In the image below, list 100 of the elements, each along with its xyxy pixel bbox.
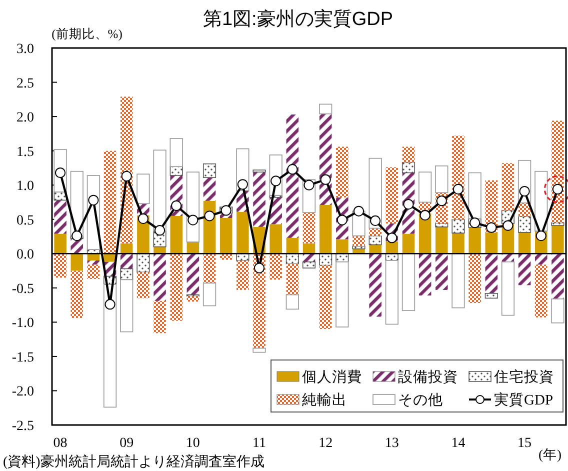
y-tick-label: 3.0 xyxy=(16,42,34,57)
point xyxy=(237,179,248,190)
bar xyxy=(418,172,432,203)
y-tick-label: 1.0 xyxy=(16,179,34,194)
bar xyxy=(286,264,299,295)
point xyxy=(88,194,99,206)
bar xyxy=(368,158,382,229)
point xyxy=(204,210,215,222)
bar xyxy=(137,272,150,298)
bar xyxy=(202,282,216,306)
bar xyxy=(120,254,133,269)
bar xyxy=(70,254,84,271)
point xyxy=(420,210,430,221)
bar xyxy=(170,166,183,176)
bar xyxy=(319,204,332,254)
bar xyxy=(518,254,531,286)
x-tick-label: 11 xyxy=(252,436,266,451)
point xyxy=(121,170,132,182)
bar xyxy=(54,234,66,254)
y-tick-label: -2.0 xyxy=(12,384,34,400)
bar xyxy=(336,239,348,254)
point xyxy=(502,220,514,231)
bar xyxy=(552,226,564,254)
bar xyxy=(551,298,564,324)
bar xyxy=(270,254,282,280)
bar xyxy=(186,254,200,295)
point xyxy=(138,213,148,224)
bar xyxy=(120,243,133,254)
bar xyxy=(302,212,316,244)
bar xyxy=(352,246,366,250)
bar xyxy=(502,163,514,210)
point xyxy=(287,164,298,175)
bar xyxy=(402,253,416,311)
bar xyxy=(286,114,299,238)
point xyxy=(320,174,331,185)
bar xyxy=(252,348,266,353)
point xyxy=(403,198,414,210)
bar xyxy=(436,226,448,254)
bar xyxy=(170,254,182,321)
text: (資料)豪州統計局統計より経済調査室作成 xyxy=(3,454,264,470)
bar xyxy=(136,174,150,204)
bar xyxy=(220,218,232,254)
point xyxy=(72,230,82,242)
x-tick-label: 13 xyxy=(384,436,399,451)
bar xyxy=(202,163,216,178)
bar xyxy=(104,150,116,254)
bar xyxy=(186,172,200,242)
x-tick-label: 09 xyxy=(120,436,134,451)
bar xyxy=(170,216,182,254)
x-tick-label: 08 xyxy=(53,436,68,451)
point xyxy=(254,262,265,274)
bar xyxy=(70,270,84,318)
bar xyxy=(87,264,100,279)
bar xyxy=(236,260,249,290)
bar xyxy=(369,228,382,236)
legend-label: その他 xyxy=(398,392,443,408)
legend-label: 純輸出 xyxy=(302,392,347,408)
y-axis-title: (前期比、%) xyxy=(52,27,122,41)
y-tick-label: 1.5 xyxy=(16,144,34,160)
point xyxy=(104,299,116,310)
y-tick-label: 2.0 xyxy=(16,110,34,126)
y-tick-label: -1.5 xyxy=(12,350,34,366)
bar xyxy=(552,254,564,299)
bar xyxy=(484,292,498,299)
bar xyxy=(286,294,300,310)
bar xyxy=(302,261,316,268)
legend-label: 個人消費 xyxy=(302,368,362,386)
bar xyxy=(236,212,249,254)
bar xyxy=(435,165,448,194)
point xyxy=(519,186,530,197)
bar xyxy=(286,238,299,254)
point xyxy=(436,196,447,206)
bar xyxy=(352,236,365,246)
x-tick-label: 10 xyxy=(186,436,200,451)
point xyxy=(370,215,381,226)
bar xyxy=(318,104,332,114)
bar xyxy=(103,284,117,408)
bar xyxy=(534,254,548,265)
bar xyxy=(319,265,332,330)
point xyxy=(536,230,546,242)
bar xyxy=(136,253,150,273)
bar xyxy=(170,138,183,168)
bar xyxy=(468,228,481,254)
bar xyxy=(436,254,448,290)
bar xyxy=(386,167,398,224)
bar xyxy=(54,200,66,234)
bar xyxy=(154,300,166,334)
bar xyxy=(402,234,415,254)
bar xyxy=(501,261,515,316)
bar xyxy=(368,235,382,246)
bar xyxy=(319,114,332,205)
y-tick-label: -0.5 xyxy=(12,282,34,297)
bar xyxy=(54,254,66,278)
bar xyxy=(302,243,316,254)
point xyxy=(171,200,182,211)
bar xyxy=(203,178,216,201)
bar xyxy=(518,216,532,233)
legend-label: 住宅投資 xyxy=(493,368,554,386)
bar xyxy=(452,253,465,308)
bar xyxy=(203,254,216,284)
